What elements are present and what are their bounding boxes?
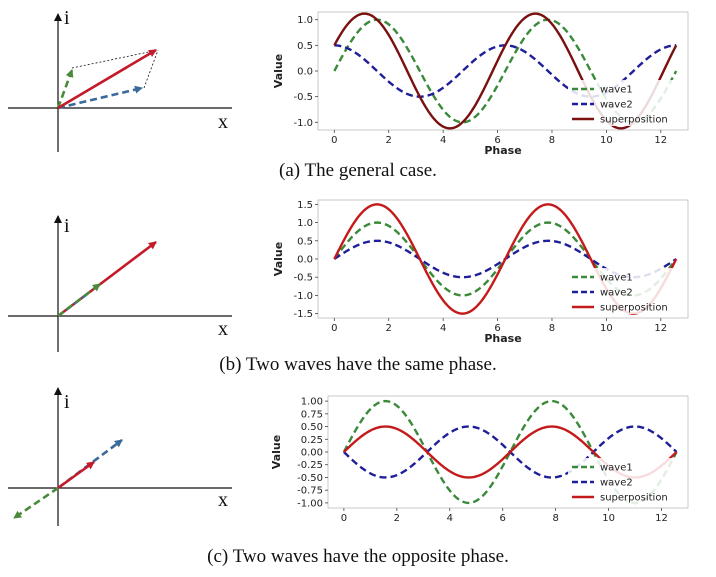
- legend-label-wave1: wave1: [600, 85, 633, 96]
- y-axis-letter: i: [64, 215, 70, 237]
- y-axis-letter: i: [64, 391, 70, 413]
- x-tick-label: 8: [549, 135, 555, 146]
- x-axis-letter: x: [218, 111, 228, 133]
- x-axis-letter: x: [218, 318, 228, 340]
- y-tick-label: -0.50: [297, 473, 323, 484]
- x-axis-letter: x: [218, 489, 228, 511]
- chart-b: 0 2 4 6 8 10 12 1.5 1.0 0.5 0.0 -0.5 -1.0 -1.5 Phase Va…: [272, 199, 689, 345]
- y-tick-label: 0.25: [301, 435, 323, 446]
- legend-label-superposition: superposition: [600, 493, 668, 504]
- y-tick-label: 1.5: [297, 200, 313, 211]
- x-tick-label: 6: [494, 135, 500, 146]
- y-tick-label: -1.00: [297, 498, 323, 509]
- x-tick-label: 8: [549, 323, 555, 334]
- y-tick-label: 0.5: [297, 41, 313, 52]
- x-tick-label: 12: [655, 513, 668, 522]
- y-tick-label: 0.5: [297, 236, 313, 247]
- panel-c: i x 0 2 4 6 8 10 12 1.00 0.75 0.50 0.25 0.00 -0.25 -0…: [0, 384, 716, 577]
- superposition-vector: [57, 240, 157, 318]
- x-tick-label: 10: [602, 513, 615, 522]
- phasor-diagram-a: i x: [8, 7, 232, 152]
- x-tick-label: 2: [386, 323, 392, 334]
- y-tick-label: -1.0: [293, 118, 313, 129]
- x-tick-label: 4: [440, 135, 446, 146]
- y-axis-label: Value: [272, 54, 285, 88]
- x-tick-label: 8: [552, 513, 558, 522]
- legend-label-superposition: superposition: [600, 303, 668, 314]
- x-tick-label: 0: [341, 513, 347, 522]
- x-tick-label: 2: [394, 513, 400, 522]
- x-tick-label: 6: [494, 323, 500, 334]
- phasor-diagram-c: i x: [8, 387, 232, 526]
- y-tick-label: -0.5: [293, 273, 313, 284]
- y-tick-label: 1.0: [297, 15, 313, 26]
- y-tick-label: 0.50: [301, 422, 323, 433]
- x-axis-label: Phase: [484, 144, 521, 157]
- y-tick-label: 1.0: [297, 218, 313, 229]
- x-tick-label: 12: [654, 135, 667, 146]
- y-axis-letter: i: [64, 7, 70, 29]
- y-axis-label: Value: [272, 242, 285, 276]
- chart-c: 0 2 4 6 8 10 12 1.000.75 0.50 0.25 0.00-0.25 -0.50 -…: [270, 395, 689, 522]
- x-tick-label: 0: [331, 135, 337, 146]
- x-tick-label: 6: [500, 513, 506, 522]
- y-tick-label: 0.0: [297, 67, 313, 78]
- y-tick-label: 0.0: [297, 255, 313, 266]
- superposition-vector: [57, 48, 157, 110]
- y-tick-label: -0.5: [293, 92, 313, 103]
- y-tick-label: -1.0: [293, 291, 313, 302]
- legend-label-superposition: superposition: [600, 115, 668, 126]
- x-tick-label: 4: [440, 323, 446, 334]
- superposition-vector: [57, 460, 95, 490]
- caption-c: (c) Two waves have the opposite phase.: [207, 546, 509, 567]
- series-line-superposition: [333, 12, 678, 130]
- series-line-wave1: [342, 399, 678, 505]
- legend-label-wave2: wave2: [600, 478, 633, 489]
- caption-b: (b) Two waves have the same phase.: [219, 354, 497, 375]
- legend-label-wave2: wave2: [600, 100, 633, 111]
- y-axis-label: Value: [270, 435, 283, 469]
- panel-b: i x 0 2 4 6 8 10 12 1.5 1.0 0.5 0.0 -0.5 -1.0 -1.5 Pha…: [0, 192, 716, 384]
- wave1-vector: [57, 282, 101, 318]
- y-tick-label: -0.75: [297, 486, 323, 497]
- y-tick-label: 1.00: [301, 397, 323, 408]
- parallelogram-edge: [71, 49, 159, 69]
- wave1-vector: [56, 69, 74, 109]
- x-tick-label: 10: [600, 135, 613, 146]
- x-tick-label: 12: [654, 323, 667, 334]
- x-tick-label: 0: [331, 323, 337, 334]
- caption-a: (a) The general case.: [279, 160, 437, 181]
- wave2-vector: [57, 85, 143, 110]
- y-tick-label: 0.00: [301, 448, 323, 459]
- x-tick-label: 10: [600, 323, 613, 334]
- y-tick-label: -0.25: [297, 460, 323, 471]
- legend-label-wave1: wave1: [600, 273, 633, 284]
- panel-a: i x 0 2 4 6 8 10 12 1.0 0.5 0.0 -0.5 -1.0 Phase Value…: [0, 0, 716, 192]
- legend-label-wave1: wave1: [600, 463, 633, 474]
- x-tick-label: 4: [447, 513, 453, 522]
- y-tick-label: 0.75: [301, 409, 323, 420]
- phasor-diagram-b: i x: [8, 215, 232, 352]
- wave1-vector: [13, 486, 59, 520]
- chart-a: 0 2 4 6 8 10 12 1.0 0.5 0.0 -0.5 -1.0 Phase Value wave…: [272, 11, 689, 157]
- x-axis-label: Phase: [484, 332, 521, 345]
- y-tick-label: -1.5: [293, 309, 313, 320]
- legend-label-wave2: wave2: [600, 288, 633, 299]
- x-tick-label: 2: [386, 135, 392, 146]
